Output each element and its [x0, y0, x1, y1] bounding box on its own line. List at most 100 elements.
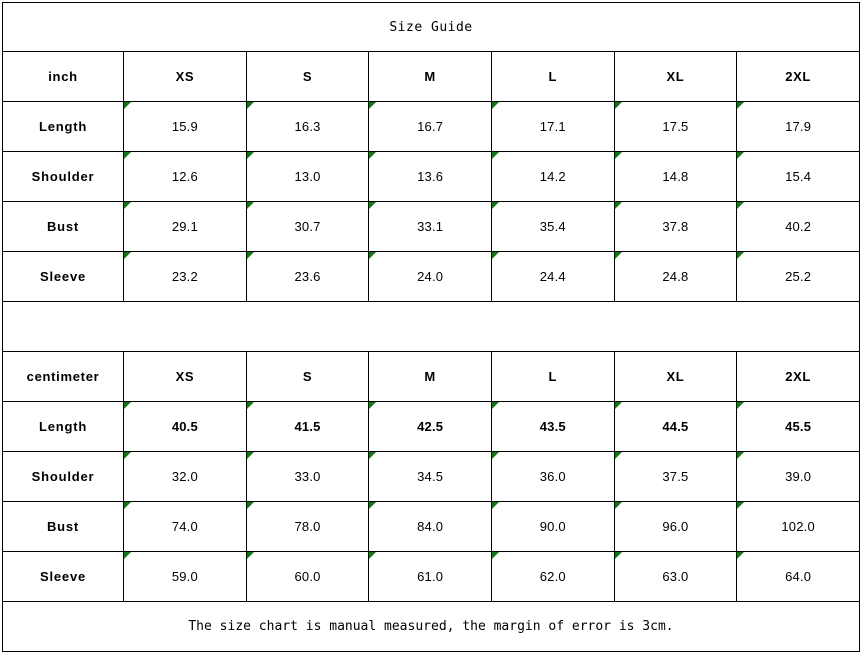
- measurement-value: 62.0: [490, 551, 615, 602]
- size-header-xs: XS: [123, 351, 247, 402]
- footer-note-text: The size chart is manual measured, the m…: [188, 619, 674, 634]
- measurement-value-text: 96.0: [662, 519, 689, 534]
- measurement-value: 96.0: [613, 501, 738, 552]
- size-header-s: S: [245, 351, 370, 402]
- comment-marker-icon: [124, 202, 132, 209]
- measurement-value-text: 41.5: [294, 419, 321, 434]
- size-header-m-text: M: [424, 69, 436, 84]
- measurement-value: 17.5: [613, 101, 738, 152]
- comment-marker-icon: [614, 452, 622, 459]
- footer-note-row: The size chart is manual measured, the m…: [2, 601, 860, 652]
- comment-marker-icon: [369, 152, 377, 159]
- comment-marker-icon: [614, 402, 622, 409]
- measurement-row-length: Length 15.9 16.3 16.7 17.1 17.5 17.9: [1, 101, 860, 152]
- measurement-value: 13.6: [368, 151, 492, 202]
- measurement-label-length: Length: [1, 401, 125, 452]
- measurement-value-text: 59.0: [171, 569, 198, 584]
- comment-marker-icon: [124, 152, 132, 159]
- measurement-value-text: 33.1: [417, 219, 444, 234]
- header-row-centimeter: centimeter XS S M L XL 2XL: [1, 351, 860, 402]
- measurement-value: 37.5: [613, 451, 738, 502]
- measurement-value: 63.0: [613, 551, 738, 602]
- measurement-value: 34.5: [368, 451, 492, 502]
- measurement-value: 90.0: [490, 501, 615, 552]
- measurement-value-text: 13.6: [417, 169, 444, 184]
- size-header-2xl: 2XL: [736, 51, 860, 102]
- measurement-value-text: 44.5: [662, 419, 689, 434]
- size-header-l-text: L: [548, 69, 558, 84]
- measurement-row-length: Length 40.5 41.5 42.5 43.5 44.5 45.5: [1, 401, 860, 452]
- measurement-value: 29.1: [123, 201, 247, 252]
- comment-marker-icon: [491, 552, 499, 559]
- measurement-value-text: 33.0: [294, 469, 321, 484]
- unit-header-centimeter: centimeter: [1, 351, 125, 402]
- measurement-label-sleeve-text: Sleeve: [40, 269, 87, 284]
- measurement-value: 102.0: [736, 501, 860, 552]
- comment-marker-icon: [124, 502, 132, 509]
- measurement-label-bust-text: Bust: [46, 519, 80, 534]
- measurement-label-shoulder-text: Shoulder: [31, 469, 95, 484]
- measurement-value-text: 74.0: [171, 519, 198, 534]
- comment-marker-icon: [737, 202, 745, 209]
- measurement-row-sleeve: Sleeve 59.0 60.0 61.0 62.0 63.0 64.0: [1, 551, 860, 602]
- comment-marker-icon: [246, 102, 254, 109]
- measurement-label-length: Length: [1, 101, 125, 152]
- measurement-value: 16.3: [245, 101, 370, 152]
- measurement-value: 12.6: [123, 151, 247, 202]
- measurement-label-shoulder: Shoulder: [1, 451, 125, 502]
- header-row-inch: inch XS S M L XL 2XL: [1, 51, 860, 102]
- unit-header-inch: inch: [1, 51, 125, 102]
- measurement-label-length-text: Length: [38, 419, 88, 434]
- measurement-value-text: 17.1: [539, 119, 566, 134]
- size-header-l: L: [490, 351, 615, 402]
- size-header-l-text: L: [548, 369, 558, 384]
- measurement-label-length-text: Length: [38, 119, 88, 134]
- measurement-value-text: 78.0: [294, 519, 321, 534]
- measurement-row-sleeve: Sleeve 23.2 23.6 24.0 24.4 24.8 25.2: [1, 251, 860, 302]
- measurement-label-shoulder-text: Shoulder: [31, 169, 95, 184]
- measurement-value: 24.4: [490, 251, 615, 302]
- measurement-value-text: 35.4: [539, 219, 566, 234]
- measurement-label-sleeve: Sleeve: [1, 551, 125, 602]
- comment-marker-icon: [737, 152, 745, 159]
- measurement-value-text: 60.0: [294, 569, 321, 584]
- measurement-value: 14.8: [613, 151, 738, 202]
- comment-marker-icon: [491, 452, 499, 459]
- size-header-2xl-text: 2XL: [785, 69, 811, 84]
- comment-marker-icon: [246, 252, 254, 259]
- measurement-value: 15.4: [736, 151, 860, 202]
- measurement-value: 16.7: [368, 101, 492, 152]
- comment-marker-icon: [491, 102, 499, 109]
- measurement-value: 74.0: [123, 501, 247, 552]
- measurement-value: 14.2: [490, 151, 615, 202]
- measurement-value-text: 24.0: [417, 269, 444, 284]
- measurement-value: 17.9: [736, 101, 860, 152]
- measurement-value: 44.5: [613, 401, 738, 452]
- measurement-value: 43.5: [490, 401, 615, 452]
- size-header-xs-text: XS: [175, 69, 195, 84]
- measurement-value-text: 23.6: [294, 269, 321, 284]
- measurement-label-sleeve-text: Sleeve: [40, 569, 87, 584]
- comment-marker-icon: [737, 452, 745, 459]
- measurement-label-shoulder: Shoulder: [1, 151, 125, 202]
- measurement-value-text: 15.4: [785, 169, 812, 184]
- measurement-value: 33.0: [245, 451, 370, 502]
- comment-marker-icon: [737, 502, 745, 509]
- measurement-value-text: 32.0: [171, 469, 198, 484]
- measurement-value: 42.5: [368, 401, 492, 452]
- measurement-value: 40.5: [123, 401, 247, 452]
- measurement-value-text: 37.5: [662, 469, 689, 484]
- measurement-value-text: 39.0: [785, 469, 812, 484]
- comment-marker-icon: [737, 552, 745, 559]
- measurement-value: 45.5: [736, 401, 860, 452]
- measurement-row-bust: Bust 74.0 78.0 84.0 90.0 96.0 102.0: [1, 501, 860, 552]
- measurement-row-shoulder: Shoulder 32.0 33.0 34.5 36.0 37.5 39.0: [1, 451, 860, 502]
- measurement-value-text: 12.6: [171, 169, 198, 184]
- measurement-row-shoulder: Shoulder 12.6 13.0 13.6 14.2 14.8 15.4: [1, 151, 860, 202]
- table-spacer: [2, 301, 860, 352]
- page-title-text: Size Guide: [389, 19, 473, 35]
- measurement-value-text: 84.0: [417, 519, 444, 534]
- measurement-value: 17.1: [490, 101, 615, 152]
